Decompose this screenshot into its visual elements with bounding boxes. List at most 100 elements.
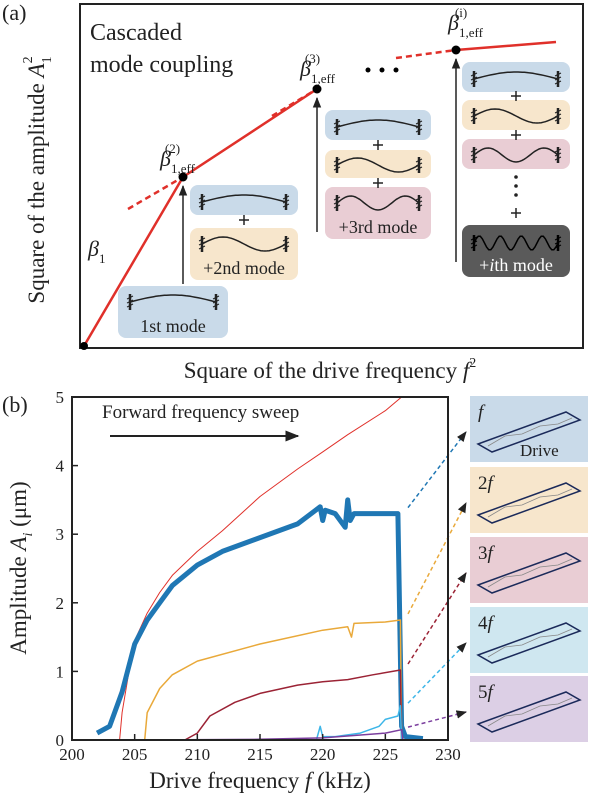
mode-box <box>325 187 431 239</box>
x-tick-label: 220 <box>310 745 336 764</box>
slope-label: β1,eff(2) <box>159 141 196 176</box>
beam-hatch <box>333 120 341 125</box>
beam-hatch <box>282 237 290 242</box>
beam <box>473 71 559 80</box>
beam-hatch <box>554 156 562 161</box>
beam-hatch <box>470 236 478 241</box>
y-tick-label: 5 <box>56 388 65 407</box>
beam-hatch <box>282 245 290 250</box>
beam <box>336 119 420 128</box>
point <box>80 342 88 350</box>
y-axis-label: Amplitude Ai (μm) <box>6 481 37 654</box>
beam-hatch <box>554 117 562 122</box>
y-tick-label: 2 <box>56 594 65 613</box>
inset-arrow <box>407 502 467 615</box>
beam <box>201 236 287 252</box>
inset-plate <box>476 411 582 453</box>
beam <box>473 147 559 163</box>
mode-boxes <box>118 62 570 338</box>
points <box>80 45 461 350</box>
beam <box>473 235 559 251</box>
x-axis-label: Drive frequency f (kHz) <box>149 768 371 793</box>
y-tick-label: 1 <box>56 662 65 681</box>
inset-coef: 3 <box>478 543 488 564</box>
mode-box <box>462 139 570 169</box>
beam-hatch <box>126 295 134 300</box>
x-tick-label: 225 <box>373 745 399 764</box>
slope-label: β1,eff(3) <box>299 51 336 86</box>
mode-box <box>325 150 431 178</box>
inset-coef: 4 <box>478 613 488 634</box>
annotation: Forward frequency sweep <box>102 402 299 423</box>
beam-hatch <box>470 156 478 161</box>
beam-hatch <box>333 128 341 133</box>
panel-b: (b) Forward frequency sweep Drive freque… <box>2 388 588 793</box>
mode-box <box>190 228 298 280</box>
inset-mode-shape <box>487 488 573 518</box>
beam-hatch <box>554 80 562 85</box>
x-axis-label: Square of the drive frequency f2 <box>184 356 476 383</box>
beam <box>336 195 420 211</box>
point <box>178 172 188 182</box>
beam-hatch <box>198 245 206 250</box>
beam-hatch <box>415 158 423 163</box>
beam-hatch <box>470 109 478 114</box>
ellipsis-dot <box>379 67 385 73</box>
heading: mode coupling <box>90 52 233 78</box>
plot-frame <box>71 396 449 741</box>
beam-hatch <box>415 204 423 209</box>
mode-box <box>118 286 228 338</box>
series-line <box>315 704 403 740</box>
beam-hatch <box>415 128 423 133</box>
heading: Cascaded <box>90 20 182 46</box>
mode-box <box>325 110 431 140</box>
y-tick-label: 4 <box>56 457 65 476</box>
beam-hatch <box>198 195 206 200</box>
ellipsis-dot <box>365 67 371 73</box>
series-line <box>134 728 404 740</box>
beam-hatch <box>333 166 341 171</box>
mode-label: 1st mode <box>140 316 206 336</box>
beam-hatch <box>212 295 220 300</box>
ellipsis-dot <box>514 184 518 188</box>
x-tick-label: 205 <box>122 745 148 764</box>
beam-hatch <box>554 109 562 114</box>
beam-hatch <box>126 303 134 308</box>
beam-hatch <box>554 240 562 245</box>
beam-hatch <box>198 203 206 208</box>
inset-mode-shape <box>487 417 573 447</box>
frame <box>79 3 584 349</box>
inset-plate <box>476 691 582 733</box>
series-line <box>184 669 403 740</box>
beam-hatch <box>470 117 478 122</box>
inset-plate <box>476 552 582 594</box>
beam-hatch <box>470 244 478 249</box>
y-axis-label: Square of the amplitude A12 <box>21 56 55 303</box>
beam-hatch <box>333 158 341 163</box>
inset-var: f <box>488 473 496 494</box>
beam-hatch <box>415 196 423 201</box>
plot-area <box>95 397 424 740</box>
inset-var: f <box>478 402 486 423</box>
inset-coef: 5 <box>478 682 488 703</box>
inset-var: f <box>488 613 496 634</box>
beam-hatch <box>554 148 562 153</box>
x-tick-label: 230 <box>435 745 461 764</box>
beam-hatch <box>333 204 341 209</box>
inset-mode-shape <box>487 628 573 658</box>
inset-var: f <box>488 682 496 703</box>
mode-label: +2nd mode <box>203 258 285 278</box>
x-tick-label: 215 <box>247 745 273 764</box>
beam-hatch <box>212 303 220 308</box>
point <box>312 84 322 94</box>
arrows <box>178 57 461 284</box>
slope-line <box>455 40 557 52</box>
inset-arrow <box>407 710 468 728</box>
series-line <box>119 397 402 740</box>
beam-hatch <box>415 120 423 125</box>
inset-arrow <box>407 642 467 704</box>
slope-label: β1 <box>87 236 105 266</box>
x-tick-label: 200 <box>59 745 85 764</box>
inset-plate <box>476 622 582 664</box>
